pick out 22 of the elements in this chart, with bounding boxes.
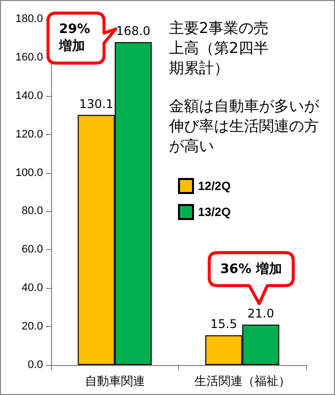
x-tick-label: 生活関連（福祉） (194, 374, 290, 388)
data-label: 168.0 (116, 24, 150, 38)
y-tick-label: 40.0 (22, 282, 43, 294)
y-tick-label: 180.0 (15, 13, 43, 25)
text: 金額は自動車が多いが伸び率は生活関連の方が高い (168, 97, 320, 155)
legend-label: 13/2Q (198, 205, 231, 219)
text: 主要2事業の売上高（第2四半期累計） (169, 19, 269, 77)
annotation: 29%増加 (59, 21, 92, 56)
y-tick-label: 120.0 (15, 128, 43, 140)
y-tick-label: 20.0 (22, 320, 43, 333)
data-label: 130.1 (79, 96, 114, 111)
x-tick-label: 自動車関連 (84, 374, 145, 388)
annotation: 36% 増加 (220, 260, 282, 278)
y-tick-label: 140.0 (15, 90, 43, 102)
y-tick-label: 160.0 (15, 51, 43, 64)
legend-label: 12/2Q (198, 179, 231, 193)
y-tick-label: 100.0 (15, 166, 43, 179)
data-label: 21.0 (247, 306, 274, 321)
y-tick-label: 80.0 (22, 205, 43, 218)
data-label: 15.5 (210, 317, 238, 332)
y-tick-label: 0.0 (28, 359, 43, 371)
y-tick-label: 60.0 (22, 244, 43, 256)
